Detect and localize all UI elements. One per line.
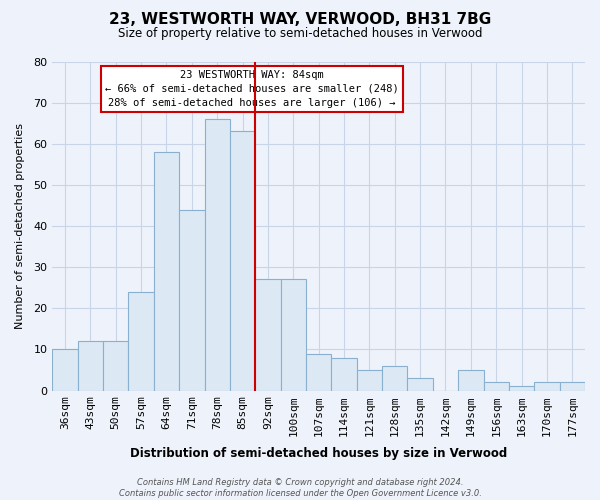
Bar <box>255 280 281 390</box>
Text: Size of property relative to semi-detached houses in Verwood: Size of property relative to semi-detach… <box>118 28 482 40</box>
Bar <box>52 350 77 391</box>
Bar <box>77 341 103 390</box>
Bar <box>281 280 306 390</box>
Bar <box>154 152 179 390</box>
Bar <box>306 354 331 391</box>
Bar <box>331 358 357 390</box>
Text: Contains HM Land Registry data © Crown copyright and database right 2024.
Contai: Contains HM Land Registry data © Crown c… <box>119 478 481 498</box>
Bar <box>534 382 560 390</box>
Bar <box>205 119 230 390</box>
Text: 23, WESTWORTH WAY, VERWOOD, BH31 7BG: 23, WESTWORTH WAY, VERWOOD, BH31 7BG <box>109 12 491 28</box>
Bar <box>128 292 154 390</box>
Text: 23 WESTWORTH WAY: 84sqm
← 66% of semi-detached houses are smaller (248)
28% of s: 23 WESTWORTH WAY: 84sqm ← 66% of semi-de… <box>105 70 399 108</box>
Bar <box>560 382 585 390</box>
Bar <box>103 341 128 390</box>
Y-axis label: Number of semi-detached properties: Number of semi-detached properties <box>15 123 25 329</box>
Bar <box>230 132 255 390</box>
Bar <box>407 378 433 390</box>
Bar <box>509 386 534 390</box>
Bar <box>179 210 205 390</box>
Bar <box>382 366 407 390</box>
X-axis label: Distribution of semi-detached houses by size in Verwood: Distribution of semi-detached houses by … <box>130 447 507 460</box>
Bar <box>484 382 509 390</box>
Bar <box>357 370 382 390</box>
Bar <box>458 370 484 390</box>
